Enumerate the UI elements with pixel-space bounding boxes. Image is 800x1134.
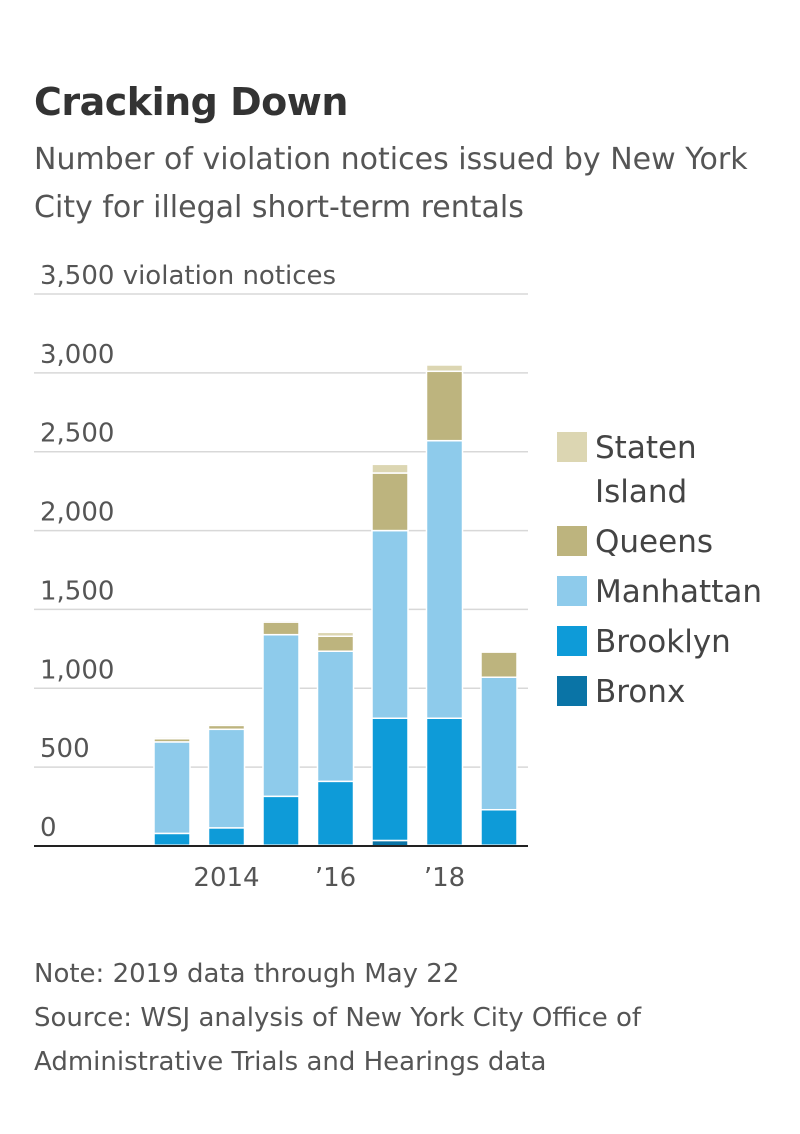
y-tick-label: 2,500 (40, 419, 114, 449)
chart-title: Cracking Down (34, 80, 348, 124)
bar-segment (371, 472, 409, 532)
bar-segment (480, 651, 518, 678)
y-tick-label: 1,500 (40, 576, 114, 606)
bar-segment (153, 741, 191, 835)
bar-segment (262, 619, 300, 623)
bar-segment (316, 780, 355, 846)
legend-label: Bronx (595, 674, 686, 710)
legend-label: Queens (595, 524, 713, 560)
bar-segment (262, 795, 300, 846)
x-tick-label: 2014 (193, 863, 259, 893)
note-line: Note: 2019 data through May 22 (34, 959, 460, 989)
chart-subtitle: Number of violation notices issued by Ne… (34, 142, 748, 225)
y-tick-label: 3,000 (40, 340, 114, 370)
note-line: Source: WSJ analysis of New York City Of… (34, 1003, 642, 1077)
bar-segment (207, 728, 246, 829)
legend-label: Manhattan (595, 574, 762, 610)
bar-segment (153, 832, 191, 846)
x-tick-label: ’16 (315, 863, 356, 893)
legend: Staten Island Queens Manhattan Brooklyn Bron… (557, 426, 780, 714)
bar-segment (316, 631, 355, 637)
bar-segment (480, 676, 518, 811)
bar-segment (262, 621, 300, 636)
bar-segment (371, 529, 409, 720)
legend-swatch (557, 676, 587, 706)
bar-segment (425, 364, 464, 373)
y-tick-label: 500 (40, 734, 90, 764)
legend-item: Manhattan (557, 570, 780, 614)
legend-swatch (557, 432, 587, 462)
legend-item: Queens (557, 520, 780, 564)
legend-swatch (557, 526, 587, 556)
legend-item: Bronx (557, 670, 780, 714)
bar-segment (316, 635, 355, 652)
legend-label: Brooklyn (595, 624, 731, 660)
y-tick-label: 2,000 (40, 498, 114, 528)
legend-item: Staten Island (557, 426, 780, 514)
y-tick-label: 1,000 (40, 655, 114, 685)
bar-segment (425, 370, 464, 442)
bar-segment (153, 736, 191, 740)
notes: Note: 2019 data through May 22 Source: WS… (34, 952, 754, 1084)
legend-label: Staten Island (595, 430, 697, 510)
bar-segment (316, 650, 355, 783)
bar-segment (480, 650, 518, 653)
bar-segment (371, 717, 409, 842)
y-tick-label: 0 (40, 813, 57, 843)
bar-segment (425, 439, 464, 720)
bar-segment (371, 463, 409, 474)
bar-segment (425, 717, 464, 846)
legend-swatch (557, 576, 587, 606)
legend-item: Brooklyn (557, 620, 780, 664)
x-tick-label: ’18 (424, 863, 465, 893)
bar-segment (480, 808, 518, 846)
bar-segment (262, 633, 300, 798)
y-tick-label: 3,500 violation notices (40, 261, 336, 291)
bar-segment (207, 723, 246, 727)
legend-swatch (557, 626, 587, 656)
bar-segment (207, 827, 246, 846)
